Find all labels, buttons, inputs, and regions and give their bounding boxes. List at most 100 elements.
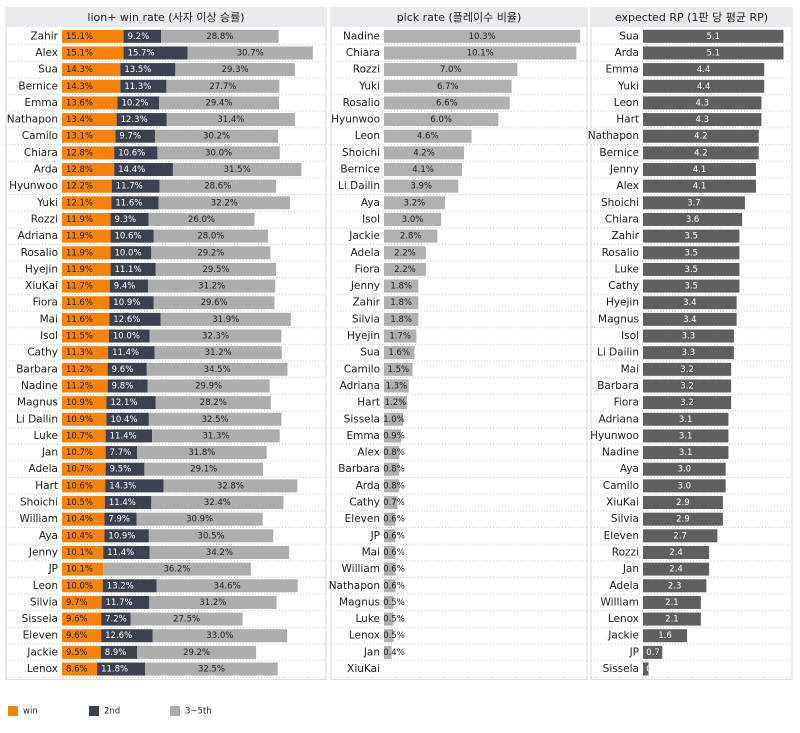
category-label: Adriana (599, 413, 639, 425)
bar-segment (137, 446, 267, 460)
bar-segment (152, 629, 288, 643)
value-label: 8.9% (105, 648, 127, 658)
bar (643, 379, 732, 393)
bar (384, 379, 409, 393)
category-label: Camilo (344, 363, 380, 375)
bar (384, 129, 472, 143)
value-label: 14.4% (118, 165, 145, 175)
bar (384, 545, 396, 559)
value-label: 32.4% (204, 498, 231, 508)
bar (643, 113, 762, 127)
category-label: Barbara (597, 380, 639, 392)
bar-segment (155, 262, 277, 276)
bar (643, 262, 740, 276)
value-label: 29.2% (197, 248, 224, 258)
value-label: 3.2 (680, 398, 694, 408)
value-label: 4.1 (693, 182, 707, 192)
value-label: 9.8% (112, 381, 134, 391)
value-label: 28.0% (197, 232, 224, 242)
category-label: Shoichi (342, 147, 380, 159)
bar-segment (111, 179, 160, 193)
value-label: 10.0% (66, 581, 93, 591)
bar (643, 595, 701, 609)
value-label: 11.2% (66, 381, 93, 391)
category-label: Nadine (602, 447, 639, 459)
category-label: Arda (34, 164, 58, 176)
bar-segment (62, 46, 124, 60)
value-label: 11.4% (110, 431, 137, 441)
value-label: 2.4 (669, 548, 683, 558)
value-label: 32.5% (202, 415, 229, 425)
bar-segment (62, 379, 108, 393)
panel-header (591, 8, 792, 27)
bar (643, 512, 723, 526)
value-label: 1.8% (390, 282, 412, 292)
value-label: 11.6% (66, 298, 93, 308)
bar-segment (62, 595, 102, 609)
value-label: 1.7% (389, 332, 411, 342)
value-label: 9.3% (115, 215, 137, 225)
bar-segment (117, 96, 160, 110)
value-label: 13.6% (66, 98, 93, 108)
category-label: Hart (357, 397, 380, 409)
bar-segment (166, 113, 295, 127)
bar-segment (156, 579, 298, 593)
value-label: 1.8% (390, 315, 412, 325)
category-label: Sissela (22, 613, 58, 625)
value-label: 5.1 (706, 48, 720, 58)
category-label: Rozzi (612, 546, 639, 558)
bar-segment (62, 113, 117, 127)
panel-header (331, 8, 587, 27)
category-label: Nathapon (588, 130, 639, 142)
value-label: 2.8% (400, 232, 422, 242)
bar (643, 662, 649, 676)
category-label: Jenny (609, 164, 639, 176)
bar-segment (107, 379, 148, 393)
category-label: Hyejin (347, 330, 380, 342)
bar-segment (62, 296, 110, 310)
bar-segment (62, 312, 110, 326)
value-label: 31.8% (188, 448, 215, 458)
bar (384, 645, 392, 659)
bar-segment (114, 146, 158, 160)
bar (643, 346, 734, 360)
bar-segment (62, 279, 110, 293)
value-label: 30.9% (186, 515, 213, 525)
value-label: 3.1 (679, 431, 693, 441)
bar-segment (110, 229, 154, 243)
value-label: 10.7% (66, 448, 93, 458)
value-label: 2.2% (394, 265, 416, 275)
bar-segment (120, 63, 176, 77)
value-label: 0.7% (383, 498, 405, 508)
value-label: 8.6% (66, 665, 88, 675)
category-label: Emma (24, 97, 58, 109)
value-label: 10.0% (115, 248, 142, 258)
category-label: Arda (356, 480, 380, 492)
value-label: 6.7% (437, 82, 459, 92)
value-label: 1.3% (386, 381, 408, 391)
bar (643, 96, 762, 110)
value-label: 29.9% (195, 381, 222, 391)
category-label: Leon (614, 97, 639, 109)
category-label: Magnus (598, 313, 639, 325)
bar-segment (62, 163, 115, 177)
bar-segment (149, 545, 290, 559)
value-label: 30.5% (198, 531, 225, 541)
value-label: 15.1% (66, 48, 93, 58)
bar (384, 46, 577, 60)
bar-segment (148, 212, 255, 226)
value-label: 3.2 (680, 365, 694, 375)
bar-segment (101, 629, 153, 643)
value-label: 3.1 (679, 448, 693, 458)
bar (384, 346, 415, 360)
value-label: 11.7% (66, 282, 93, 292)
category-label: Chiara (346, 47, 380, 59)
bar (384, 296, 419, 310)
value-label: 11.3% (124, 82, 151, 92)
category-label: Isol (362, 213, 380, 225)
value-label: 29.2% (183, 648, 210, 658)
value-label: 31.4% (217, 115, 244, 125)
bar (384, 96, 510, 110)
value-label: 31.3% (202, 431, 229, 441)
category-label: Cathy (27, 347, 58, 359)
